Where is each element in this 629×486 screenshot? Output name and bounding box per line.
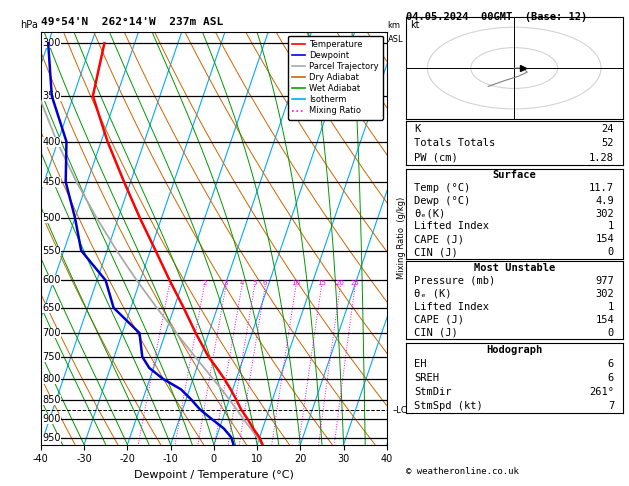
Text: 450: 450 (42, 177, 60, 187)
Text: K: K (415, 124, 421, 134)
Text: CIN (J): CIN (J) (415, 328, 458, 338)
Text: km: km (387, 21, 401, 30)
Text: Pressure (mb): Pressure (mb) (415, 276, 496, 286)
Text: 977: 977 (595, 276, 614, 286)
Text: Surface: Surface (493, 170, 536, 180)
Text: 950: 950 (42, 433, 60, 443)
Text: 20: 20 (336, 280, 345, 286)
Text: 49°54'N  262°14'W  237m ASL: 49°54'N 262°14'W 237m ASL (41, 17, 223, 27)
Text: StmSpd (kt): StmSpd (kt) (415, 401, 483, 411)
Text: 1.28: 1.28 (589, 153, 614, 163)
Text: 550: 550 (42, 245, 61, 256)
Text: 04.05.2024  00GMT  (Base: 12): 04.05.2024 00GMT (Base: 12) (406, 12, 587, 22)
Text: 4.9: 4.9 (595, 196, 614, 206)
Text: 52: 52 (601, 139, 614, 148)
Text: 4: 4 (240, 280, 244, 286)
Text: 261°: 261° (589, 387, 614, 397)
Text: 500: 500 (42, 213, 60, 223)
Text: 25: 25 (351, 280, 360, 286)
Text: Temp (°C): Temp (°C) (415, 183, 470, 193)
Text: Mixing Ratio  (g/kg): Mixing Ratio (g/kg) (397, 197, 406, 279)
Text: EH: EH (415, 359, 427, 369)
Text: 7: 7 (608, 401, 614, 411)
Text: ASL: ASL (387, 35, 403, 44)
Text: 302: 302 (595, 289, 614, 299)
Text: Totals Totals: Totals Totals (415, 139, 496, 148)
Text: 302: 302 (595, 208, 614, 219)
Text: © weatheronline.co.uk: © weatheronline.co.uk (406, 467, 518, 476)
Text: 6: 6 (263, 280, 267, 286)
Text: kt: kt (410, 20, 420, 30)
Text: 10: 10 (291, 280, 301, 286)
Text: 350: 350 (42, 91, 60, 101)
X-axis label: Dewpoint / Temperature (°C): Dewpoint / Temperature (°C) (134, 470, 294, 480)
Text: 24: 24 (601, 124, 614, 134)
Text: θₑ (K): θₑ (K) (415, 289, 452, 299)
Text: Hodograph: Hodograph (486, 345, 542, 355)
Text: Dewp (°C): Dewp (°C) (415, 196, 470, 206)
Text: 900: 900 (42, 414, 60, 424)
Text: hPa: hPa (20, 19, 38, 30)
Text: 5: 5 (252, 280, 257, 286)
Text: 0: 0 (608, 247, 614, 257)
Text: SREH: SREH (415, 373, 440, 383)
Text: 1: 1 (608, 302, 614, 312)
Text: StmDir: StmDir (415, 387, 452, 397)
Text: 700: 700 (42, 328, 60, 338)
Text: 850: 850 (42, 395, 60, 404)
Text: CAPE (J): CAPE (J) (415, 315, 464, 325)
Text: –LCL: –LCL (392, 406, 412, 415)
Legend: Temperature, Dewpoint, Parcel Trajectory, Dry Adiabat, Wet Adiabat, Isotherm, Mi: Temperature, Dewpoint, Parcel Trajectory… (288, 36, 382, 120)
Text: 650: 650 (42, 303, 60, 312)
Text: 0: 0 (608, 328, 614, 338)
Text: 1: 1 (167, 280, 171, 286)
Text: 300: 300 (42, 38, 60, 48)
Text: 400: 400 (42, 137, 60, 147)
Text: 600: 600 (42, 276, 60, 285)
Text: PW (cm): PW (cm) (415, 153, 458, 163)
Text: 750: 750 (42, 352, 61, 362)
Text: CIN (J): CIN (J) (415, 247, 458, 257)
Text: 154: 154 (595, 315, 614, 325)
Text: 11.7: 11.7 (589, 183, 614, 193)
Text: 3: 3 (224, 280, 228, 286)
Text: Lifted Index: Lifted Index (415, 222, 489, 231)
Text: 2: 2 (202, 280, 206, 286)
Text: 154: 154 (595, 234, 614, 244)
Text: 15: 15 (317, 280, 326, 286)
Text: 6: 6 (608, 359, 614, 369)
Text: 6: 6 (608, 373, 614, 383)
Text: 800: 800 (42, 374, 60, 384)
Text: Lifted Index: Lifted Index (415, 302, 489, 312)
Text: CAPE (J): CAPE (J) (415, 234, 464, 244)
Text: θₑ(K): θₑ(K) (415, 208, 445, 219)
Text: Most Unstable: Most Unstable (474, 263, 555, 273)
Text: 1: 1 (608, 222, 614, 231)
